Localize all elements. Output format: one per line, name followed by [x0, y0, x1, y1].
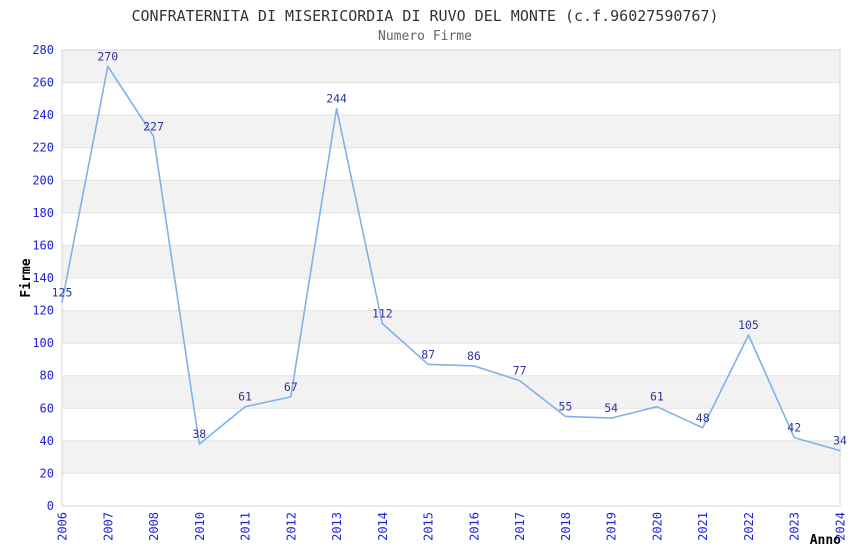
data-label: 38	[192, 427, 206, 441]
x-tick-label: 2021	[696, 512, 710, 541]
x-tick-label: 2020	[650, 512, 664, 541]
y-tick-label: 260	[32, 76, 54, 90]
data-label: 270	[97, 49, 118, 63]
data-label: 55	[558, 399, 572, 413]
x-tick-label: 2015	[422, 512, 436, 541]
x-tick-label: 2008	[147, 512, 161, 541]
data-label: 125	[52, 285, 73, 299]
x-axis-title: Anno	[810, 533, 841, 548]
x-tick-label: 2022	[742, 512, 756, 541]
plot-band	[62, 180, 840, 213]
y-tick-label: 240	[32, 108, 54, 122]
y-tick-label: 140	[32, 271, 54, 285]
x-tick-label: 2017	[513, 512, 527, 541]
y-axis-title: Firme	[19, 258, 34, 297]
x-tick-label: 2016	[467, 512, 481, 541]
y-tick-label: 60	[40, 401, 54, 415]
y-tick-label: 40	[40, 434, 54, 448]
x-tick-label: 2006	[56, 512, 70, 541]
data-label: 34	[833, 434, 847, 448]
data-label: 48	[696, 411, 710, 425]
data-label: 61	[650, 390, 664, 404]
data-label: 87	[421, 347, 435, 361]
x-tick-label: 2012	[284, 512, 298, 541]
plot-band	[62, 375, 840, 409]
y-tick-label: 100	[32, 336, 54, 350]
chart-title: CONFRATERNITA DI MISERICORDIA DI RUVO DE…	[131, 7, 719, 25]
x-tick-label: 2013	[330, 512, 344, 541]
data-label: 105	[738, 318, 759, 332]
data-label: 244	[326, 92, 347, 106]
data-label: 86	[467, 349, 481, 363]
plot-band	[62, 115, 840, 148]
data-label: 54	[604, 401, 618, 415]
x-tick-label: 2018	[559, 512, 573, 541]
y-tick-label: 20	[40, 466, 54, 480]
chart-subtitle: Numero Firme	[378, 29, 472, 44]
y-tick-label: 280	[32, 43, 54, 57]
data-label: 67	[284, 380, 298, 394]
y-tick-label: 80	[40, 369, 54, 383]
x-tick-label: 2014	[376, 512, 390, 541]
x-tick-label: 2019	[605, 512, 619, 541]
data-label: 61	[238, 390, 252, 404]
y-tick-label: 120	[32, 304, 54, 318]
plot-border	[61, 49, 841, 507]
x-tick-label: 2011	[239, 512, 253, 541]
series-line	[61, 65, 841, 452]
y-tick-label: 0	[47, 499, 54, 513]
plot-band	[62, 50, 840, 83]
data-label: 42	[787, 421, 801, 435]
y-tick-label: 180	[32, 206, 54, 220]
y-tick-label: 220	[32, 141, 54, 155]
x-tick-label: 2023	[788, 512, 802, 541]
x-tick-label: 2024	[834, 512, 848, 541]
data-label: 77	[513, 364, 527, 378]
plot-band	[62, 245, 840, 278]
y-tick-label: 160	[32, 238, 54, 252]
plot-band	[62, 440, 840, 474]
y-tick-label: 200	[32, 173, 54, 187]
data-label: 227	[143, 119, 164, 133]
data-label: 112	[372, 307, 393, 321]
x-tick-label: 2007	[101, 512, 115, 541]
plot-band	[62, 310, 840, 344]
x-tick-label: 2010	[193, 512, 207, 541]
